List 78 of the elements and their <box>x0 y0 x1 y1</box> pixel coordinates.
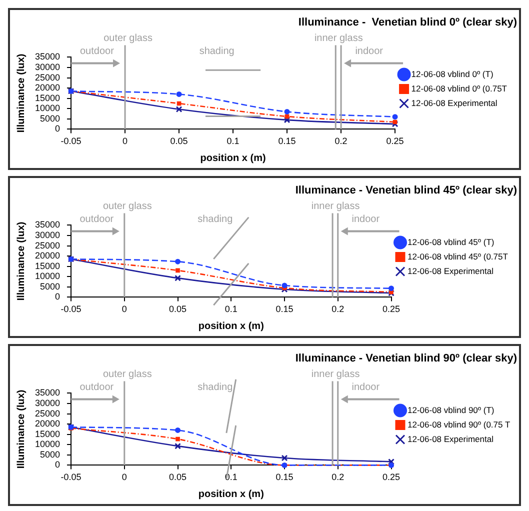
y-tick-label: 20000 <box>34 250 60 261</box>
y-tick-label: 20000 <box>34 82 60 93</box>
x-tick-label: 0.15 <box>276 304 294 314</box>
y-tick-label: 35000 <box>34 388 60 398</box>
y-tick-label: 5000 <box>40 113 60 124</box>
x-tick-label: 0.15 <box>278 136 296 146</box>
x-tick-label: -0.05 <box>60 472 82 482</box>
legend-label: 12-06-08 vblind 0º (0.75T <box>411 83 507 94</box>
x-axis-title: position x (m) <box>198 320 264 332</box>
legend-label: 12-06-08 vblind 90º (T) <box>408 404 494 415</box>
text: shading <box>198 214 233 225</box>
text: shading <box>198 382 233 393</box>
legend-label: 12-06-08 vblind 45º (T) <box>408 236 494 247</box>
ref-line-label: outer glass <box>102 368 152 380</box>
x-axis-title: position x (m) <box>198 488 264 500</box>
y-tick-label: 15000 <box>34 92 60 103</box>
x-tick-label: 0.1 <box>224 304 238 314</box>
legend-label: 12-06-08 vblind 0º (T) <box>411 68 494 79</box>
y-tick-label: 35000 <box>34 220 60 230</box>
ref-line-label: outer glass <box>102 200 152 212</box>
y-tick-label: 15000 <box>34 260 60 271</box>
x-axis-title: position x (m) <box>200 152 266 164</box>
x-tick-label: 0.1 <box>226 136 240 146</box>
y-tick-label: 0 <box>55 124 60 134</box>
y-tick-label: 30000 <box>34 62 60 72</box>
y-tick-label: 30000 <box>34 230 60 240</box>
y-tick-label: 5000 <box>40 449 60 460</box>
chart-title: Illuminance - Venetian blind 0º (clear sky) <box>298 16 518 29</box>
legend-label: 12-06-08 vblind 90º (0.75 T <box>408 419 510 430</box>
legend-label: 12-06-08 Experimental <box>408 434 494 444</box>
y-axis-title: Illuminance (lux) <box>16 390 27 469</box>
text: outdoor <box>80 214 114 225</box>
chart-title: Illuminance - Venetian blind 45º (clear sky) <box>295 184 518 197</box>
x-tick-label: 0 <box>122 472 127 482</box>
text: shading <box>199 46 234 57</box>
x-tick-label: 0 <box>122 136 128 146</box>
text: outdoor <box>80 382 114 393</box>
y-tick-label: 25000 <box>34 240 60 250</box>
y-tick-label: 15000 <box>34 428 60 439</box>
x-tick-label: 0.25 <box>382 472 400 482</box>
ref-line-label: inner glass <box>314 32 363 44</box>
y-axis-title: Illuminance (lux) <box>16 54 27 133</box>
x-tick-label: 0.25 <box>386 136 404 146</box>
x-tick-label: 0.2 <box>332 304 344 314</box>
y-tick-label: 30000 <box>34 398 60 408</box>
y-axis-title: Illuminance (lux) <box>16 222 27 301</box>
x-tick-label: 0.25 <box>382 304 400 314</box>
y-tick-label: 10000 <box>34 103 60 114</box>
x-tick-label: 0.2 <box>334 136 348 146</box>
text: outdoor <box>80 46 115 57</box>
x-tick-label: 0.1 <box>224 472 238 482</box>
legend-label: 12-06-08 vblind 45º (0.75T <box>408 251 508 262</box>
ref-line-label: inner glass <box>311 200 360 212</box>
y-tick-label: 20000 <box>34 418 60 429</box>
x-tick-label: -0.05 <box>60 136 82 146</box>
y-tick-label: 0 <box>55 292 60 302</box>
x-tick-label: -0.05 <box>60 304 82 314</box>
y-tick-label: 10000 <box>34 271 60 282</box>
x-tick-label: 0.05 <box>170 136 188 146</box>
y-tick-label: 10000 <box>34 439 60 450</box>
y-tick-label: 0 <box>55 460 60 470</box>
ref-line-label: outer glass <box>104 32 152 44</box>
x-tick-label: 0 <box>122 304 127 314</box>
ref-line-label: inner glass <box>311 368 360 380</box>
x-tick-label: 0.2 <box>332 472 344 482</box>
x-tick-label: 0.15 <box>276 472 294 482</box>
x-tick-label: 0.05 <box>169 304 187 314</box>
text: indoor <box>352 214 380 225</box>
chart-title: Illuminance - Venetian blind 90º (clear sky) <box>295 352 518 365</box>
y-tick-label: 5000 <box>40 281 60 292</box>
legend-label: 12-06-08 Experimental <box>408 266 494 276</box>
text: indoor <box>352 382 380 393</box>
text: indoor <box>355 46 384 57</box>
legend-label: 12-06-08 Experimental <box>411 98 498 108</box>
y-tick-label: 35000 <box>34 52 60 62</box>
y-tick-label: 25000 <box>34 408 60 418</box>
x-tick-label: 0.05 <box>169 472 187 482</box>
y-tick-label: 25000 <box>34 72 60 82</box>
